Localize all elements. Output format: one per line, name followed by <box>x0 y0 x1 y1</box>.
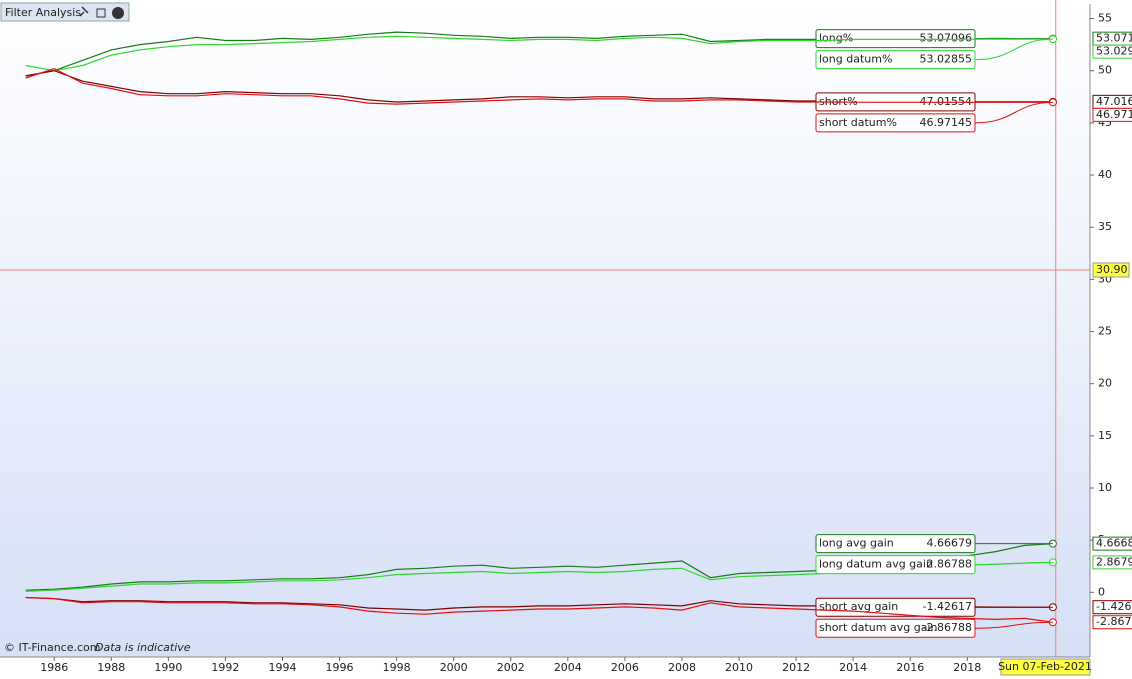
series-line <box>25 67 1053 105</box>
crosshair-y-tag <box>1092 262 1130 278</box>
legend-box <box>815 618 976 638</box>
source: © IT-Finance.com <box>4 641 101 654</box>
x-tick-label: 2002 <box>497 661 525 674</box>
axis-value-tag <box>1092 107 1132 122</box>
legend-box <box>815 50 976 70</box>
x-tick-label: 2006 <box>611 661 639 674</box>
note: Data is indicative <box>95 641 191 654</box>
x-tick-label: 1998 <box>383 661 411 674</box>
legend-name: short avg gain <box>819 600 898 613</box>
legend-value: 46.97145 <box>920 116 973 129</box>
legend-connector <box>974 561 1053 566</box>
y-tick-label: 25 <box>1098 325 1112 338</box>
x-tick-label: 2012 <box>782 661 810 674</box>
axis-value-label: 47.016 <box>1096 95 1132 108</box>
axis-value-label: 53.071 <box>1096 32 1132 45</box>
crosshair-y-label: 30.90 <box>1096 263 1128 276</box>
x-tick-label: 2010 <box>725 661 753 674</box>
series-line <box>25 596 1053 623</box>
axis-value-label: -2.8679 <box>1096 615 1132 628</box>
x-tick-label: 1986 <box>40 661 68 674</box>
legend-connector <box>974 621 1053 629</box>
legend-box <box>815 113 976 133</box>
series-line <box>25 35 1053 72</box>
title-box[interactable]: Filter Analysis <box>0 2 130 22</box>
legend-name: short% <box>819 95 858 108</box>
y-tick-label: 35 <box>1098 220 1112 233</box>
axis-value-label: -1.4262 <box>1096 600 1132 613</box>
x-tick-label: 2014 <box>839 661 867 674</box>
y-tick-label: 0 <box>1098 585 1105 598</box>
axis-value-tag <box>1092 555 1132 570</box>
x-tick-label: 2008 <box>668 661 696 674</box>
legend-value: 47.01554 <box>920 95 973 108</box>
x-tick-label: 1990 <box>154 661 182 674</box>
legend-name: long% <box>819 32 853 45</box>
axis-value-tag <box>1092 536 1132 551</box>
chart-title: Filter Analysis <box>5 6 81 19</box>
legend-connector <box>974 101 1053 124</box>
x-tick-label: 1996 <box>326 661 354 674</box>
x-tick-label: 1994 <box>268 661 296 674</box>
x-tick-label: 1988 <box>97 661 125 674</box>
y-tick-label: 15 <box>1098 429 1112 442</box>
x-tick-label: 2018 <box>953 661 981 674</box>
legend-value: 4.66679 <box>927 537 973 550</box>
axis-value-label: 2.8679 <box>1096 555 1132 568</box>
settings-icon[interactable] <box>79 6 89 17</box>
x-tick-label: 1992 <box>211 661 239 674</box>
legend-value: -1.42617 <box>923 600 972 613</box>
legend-value: 53.02855 <box>920 53 973 66</box>
axis-value-label: 53.029 <box>1096 45 1132 58</box>
legend-value: 53.07096 <box>920 32 973 45</box>
legend-name: short datum% <box>819 116 897 129</box>
legend-connector <box>974 38 1053 61</box>
legend-name: long datum avg gain <box>819 558 933 571</box>
y-tick-label: 10 <box>1098 481 1112 494</box>
y-tick-label: 40 <box>1098 168 1112 181</box>
axis-value-tag <box>1092 600 1132 615</box>
axis-value-tag <box>1092 44 1132 59</box>
legend-value: -2.86788 <box>923 621 972 634</box>
close-icon[interactable] <box>112 7 124 19</box>
x-tick-label: 2000 <box>440 661 468 674</box>
axis-value-label: 4.6668 <box>1096 537 1132 550</box>
legend-box <box>815 534 976 554</box>
legend-value: 2.86788 <box>927 558 973 571</box>
legend-name: long datum% <box>819 53 892 66</box>
y-tick-label: 55 <box>1098 12 1112 25</box>
crosshair-x-tag <box>1000 658 1091 676</box>
window-icon[interactable] <box>96 8 106 18</box>
legend-box <box>815 555 976 575</box>
x-tick-label: 2004 <box>554 661 582 674</box>
y-tick-label: 50 <box>1098 64 1112 77</box>
crosshair-x-label: Sun 07-Feb-2021 <box>998 660 1092 673</box>
axis-value-tag <box>1092 615 1132 630</box>
legend-name: long avg gain <box>819 537 894 550</box>
x-tick-label: 2016 <box>896 661 924 674</box>
legend-name: short datum avg gain <box>819 621 937 634</box>
y-tick-label: 20 <box>1098 377 1112 390</box>
axis-value-label: 46.971 <box>1096 108 1132 121</box>
